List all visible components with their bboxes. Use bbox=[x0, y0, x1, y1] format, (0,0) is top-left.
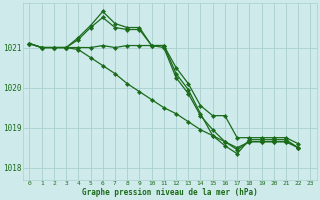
X-axis label: Graphe pression niveau de la mer (hPa): Graphe pression niveau de la mer (hPa) bbox=[82, 188, 258, 197]
